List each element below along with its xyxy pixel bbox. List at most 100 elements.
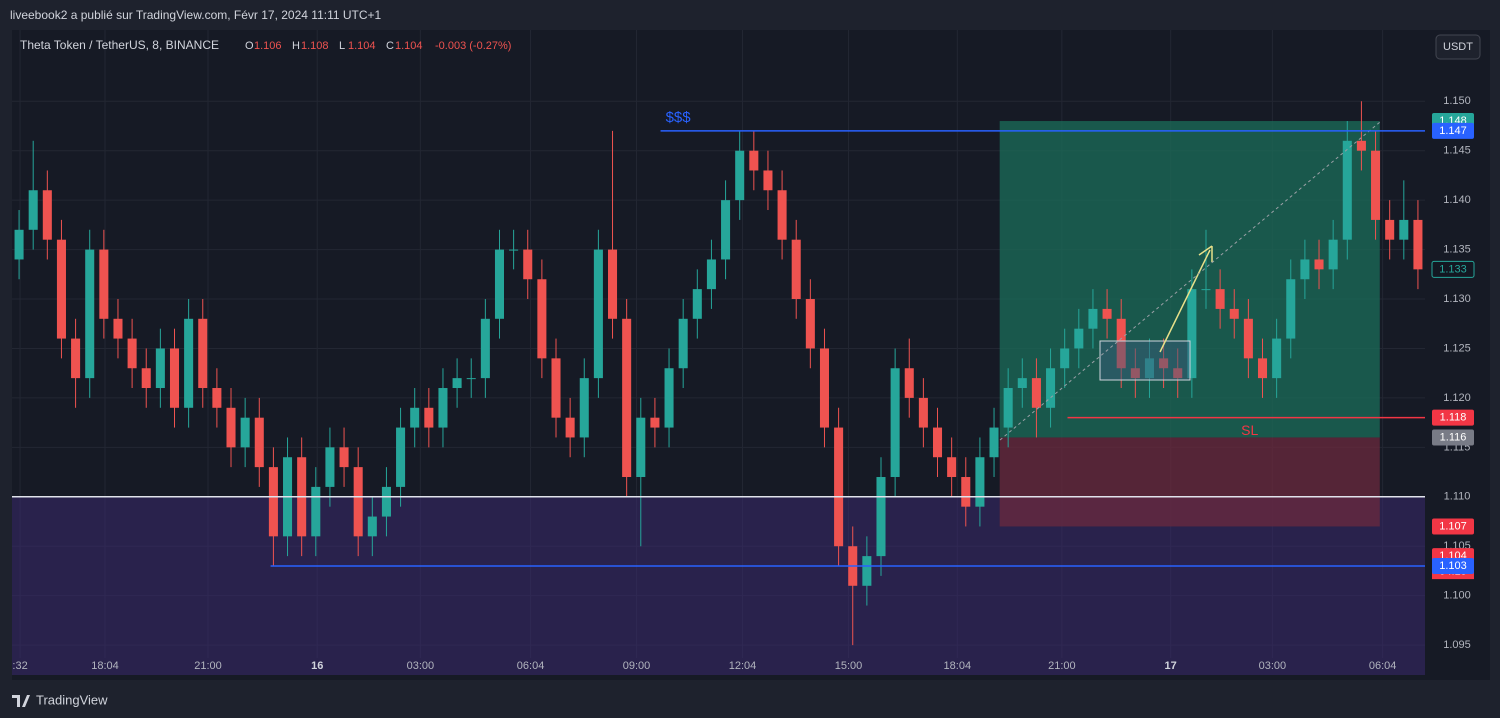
candle-body (1046, 368, 1056, 408)
x-tick-label: 03:00 (1259, 660, 1287, 672)
y-tick-label: 1.125 (1443, 342, 1471, 354)
x-tick-label: 18:04 (91, 660, 119, 672)
stop-label: SL (1241, 422, 1258, 438)
candle-body (424, 407, 434, 428)
x-tick-label: 06:04 (1369, 660, 1397, 672)
candle-body (735, 150, 745, 201)
candle-body (579, 378, 589, 438)
candle-body (494, 249, 505, 319)
legend-value: 1.108 (301, 40, 329, 52)
symbol-title: Theta Token / TetherUS, 8, BINANCE (20, 38, 219, 52)
profit-zone (999, 121, 1380, 438)
candle-body (1342, 140, 1352, 240)
candle-body (1300, 259, 1310, 280)
price-axis: 1.0951.1001.1051.1101.1151.1201.1251.130… (1431, 95, 1475, 651)
candle-body (904, 368, 914, 398)
x-tick-label: :32 (12, 660, 27, 672)
candle-body (127, 338, 137, 369)
zone (12, 496, 1425, 675)
candle-body (1187, 289, 1197, 379)
candle-body (1272, 338, 1282, 379)
arrow-head (1198, 245, 1213, 262)
candle-body (325, 447, 335, 487)
candle-body (834, 427, 844, 547)
candle-body (1286, 279, 1296, 339)
candle-body (466, 378, 476, 380)
y-tick-label: 1.120 (1443, 392, 1471, 404)
candle-body (480, 318, 490, 379)
price-tag (1432, 122, 1474, 139)
legend-key: L (339, 40, 345, 52)
x-tick-label: 17 (1165, 660, 1177, 672)
candle-body (367, 516, 377, 537)
currency-label: USDT (1443, 41, 1473, 53)
price-tag (1431, 260, 1475, 278)
price-tag-label: 1.118 (1440, 412, 1467, 424)
brand-logo (12, 695, 30, 707)
candle-body (1229, 308, 1239, 319)
candle-body (155, 348, 165, 389)
price-tag (1432, 429, 1474, 446)
candle-body (862, 556, 872, 586)
candle-body (523, 249, 533, 280)
candle-body (593, 249, 603, 379)
candle-body (396, 427, 406, 487)
candle-body (947, 457, 957, 478)
candle-body (268, 467, 278, 537)
currency-button[interactable] (1435, 34, 1481, 60)
candle-body (14, 229, 24, 260)
candle-body (1031, 378, 1041, 408)
legend-change: -0.003 (-0.27%) (435, 40, 511, 52)
publisher-line: liveebook2 a publié sur TradingView.com,… (10, 8, 382, 22)
candle-body (890, 368, 900, 478)
candle-body (537, 279, 547, 359)
candles (14, 101, 1423, 646)
candle-body (1003, 388, 1013, 428)
candle-body (664, 368, 674, 428)
candle-body (1257, 358, 1268, 379)
arrow-shaft (1159, 249, 1211, 353)
under-layer (12, 30, 1425, 675)
candle-body (1385, 219, 1395, 240)
ohlc-legend: O 1.106 H 1.108 L 1.104 C 1.104 -0.003 (-0.27%) (245, 40, 511, 52)
candle-body (932, 427, 943, 458)
candle-body (311, 486, 321, 537)
candle-body (721, 200, 731, 260)
y-tick-label: 1.140 (1443, 194, 1471, 206)
candle-body (565, 417, 575, 438)
candle-body (749, 150, 759, 171)
y-tick-label: 1.135 (1443, 243, 1471, 255)
candle-body (678, 318, 688, 369)
candle-body (918, 397, 928, 428)
price-tag-label: 1.147 (1439, 125, 1467, 137)
candle-body (1088, 308, 1098, 329)
brand: TradingView (36, 692, 108, 707)
candle-body (169, 348, 180, 408)
price-tag (1432, 409, 1474, 426)
loss-zone (999, 437, 1380, 527)
candle-body (141, 368, 151, 389)
candle-body (452, 378, 462, 389)
candle-body (989, 427, 999, 458)
candle-body (551, 358, 561, 418)
y-tick-label: 1.150 (1443, 95, 1471, 107)
y-tick-label: 1.130 (1443, 293, 1471, 305)
candle-body (240, 417, 250, 448)
candle-body (1215, 289, 1225, 309)
price-tag-label: 1.103 (1439, 560, 1467, 572)
candle-body (1017, 378, 1027, 389)
candle-body (1356, 140, 1366, 151)
x-tick-label: 15:00 (835, 660, 863, 672)
x-tick-label: 21:00 (194, 660, 222, 672)
legend-key: H (292, 40, 300, 52)
candle-body (226, 407, 236, 448)
candle-body (1399, 219, 1409, 240)
candle-body (706, 259, 716, 290)
candle-body (339, 447, 349, 468)
candle-body (85, 249, 95, 379)
candle-body (975, 457, 985, 507)
legend-key: C (386, 40, 394, 52)
level-label: $$$ (666, 109, 692, 126)
candle-body (184, 318, 194, 408)
